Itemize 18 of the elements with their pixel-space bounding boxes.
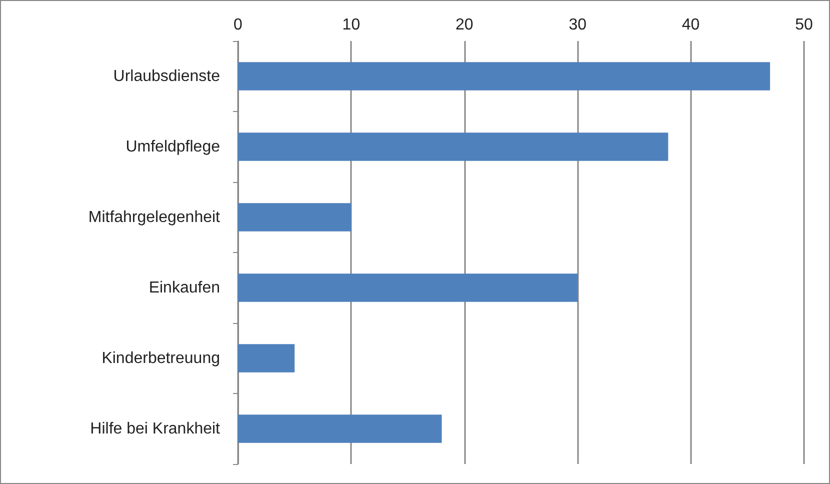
x-tick-label: 0	[234, 16, 243, 34]
x-tick-label: 40	[682, 16, 700, 34]
bar	[238, 203, 352, 232]
x-tick-label: 20	[456, 16, 474, 34]
bar	[238, 274, 578, 302]
y-tick-label: Urlaubsdienste	[113, 68, 220, 85]
bar	[238, 344, 295, 372]
bar	[238, 132, 668, 161]
y-tick-label: Mitfahrgelegenheit	[88, 208, 221, 226]
y-tick-label: Einkaufen	[148, 279, 220, 296]
y-tick-label: Kinderbetreuung	[102, 350, 220, 367]
x-tick-label: 10	[342, 16, 360, 34]
x-tick-label: 50	[795, 16, 813, 34]
y-tick-label: Umfeldpflege	[126, 138, 220, 156]
bar	[238, 62, 770, 90]
bar	[238, 414, 442, 443]
y-tick-label: Hilfe bei Krankheit	[90, 420, 221, 438]
x-tick-label: 30	[568, 16, 587, 34]
